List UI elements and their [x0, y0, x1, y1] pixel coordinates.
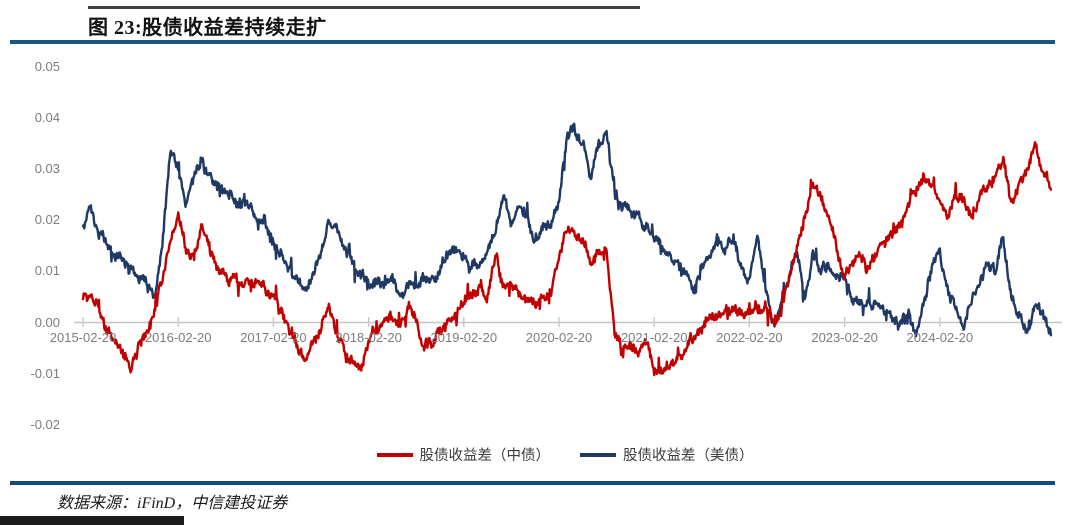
legend-label-cn-bond: 股债收益差（中债） — [419, 448, 551, 464]
series-line-cn-bond — [81, 141, 1053, 377]
x-tick-label: 2018-02-20 — [335, 330, 402, 345]
legend-line-swatch-navy — [580, 452, 616, 457]
y-tick-label: 0.02 — [34, 212, 60, 228]
legend-label-us-bond: 股债收益差（美债） — [623, 448, 754, 464]
header-rule — [10, 40, 1055, 44]
data-source-text: 数据来源：iFinD，中信建投证券 — [57, 495, 288, 512]
y-tick-label: -0.02 — [30, 416, 60, 432]
series-line-us-bond — [81, 122, 1053, 338]
footer-rule — [10, 481, 1055, 485]
x-tick-label: 2021-02-20 — [620, 330, 688, 345]
x-tick-label: 2022-02-20 — [716, 330, 783, 345]
x-tick-label: 2020-02-20 — [525, 330, 593, 345]
top-border-line — [88, 6, 640, 9]
y-tick-label: 0.03 — [34, 161, 60, 177]
bottom-left-page-bar — [0, 516, 184, 525]
y-tick-label: 0.00 — [34, 314, 60, 330]
y-tick-label: 0.04 — [34, 110, 60, 126]
y-tick-label: -0.01 — [30, 365, 60, 381]
legend-item-cn-bond: 股债收益差（中债） — [376, 444, 551, 465]
x-tick-label: 2019-02-20 — [430, 330, 498, 345]
x-axis-ticks — [82, 317, 941, 327]
y-tick-label: 0.05 — [34, 59, 60, 74]
y-tick-label: 0.01 — [34, 263, 60, 279]
figure-title: 图 23:股债收益差持续走扩 — [88, 17, 327, 39]
x-tick-label: 2017-02-20 — [240, 330, 307, 345]
x-tick-label: 2016-02-20 — [144, 330, 212, 345]
legend-line-swatch-red — [376, 452, 413, 457]
legend-item-us-bond: 股债收益差（美债） — [580, 444, 754, 465]
chart-legend: 股债收益差（中债） 股债收益差（美债） — [65, 444, 1065, 465]
x-tick-label: 2023-02-20 — [811, 330, 878, 345]
x-tick-label: 2024-02-20 — [906, 330, 974, 345]
x-tick-label: 2015-02-20 — [49, 330, 117, 345]
